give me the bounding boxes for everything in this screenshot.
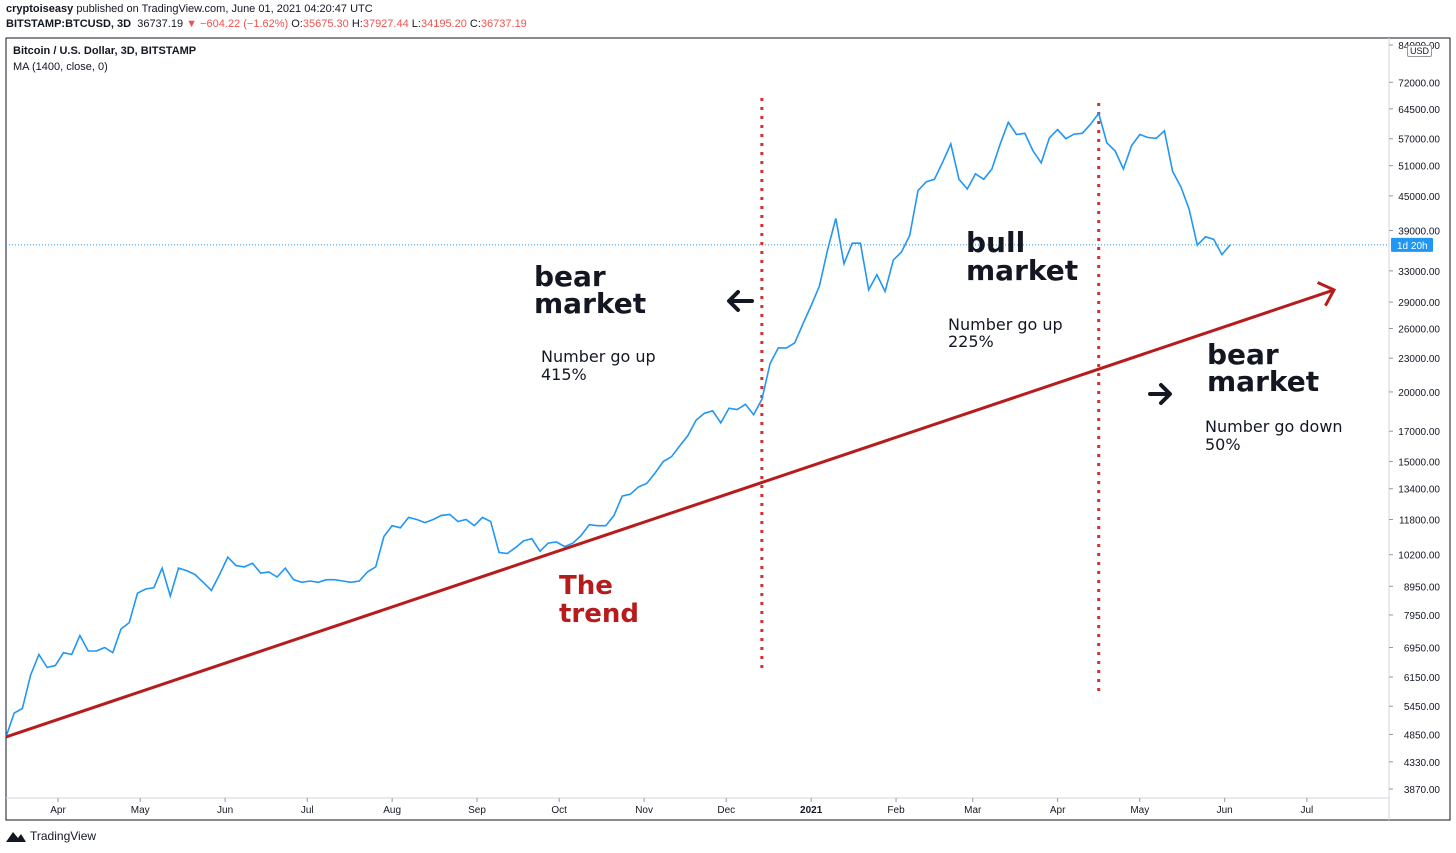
change: −604.22 (−1.62%): [200, 18, 289, 30]
time-tick-label: Feb: [887, 805, 905, 816]
time-tick-label: Jun: [217, 805, 233, 816]
tradingview-logo-icon: [6, 832, 26, 842]
close-label: C:: [469, 18, 481, 30]
price-tick-label: 4330.00: [1404, 758, 1441, 769]
price-tick-label: 26000.00: [1398, 325, 1440, 336]
last-price: 36737.19: [137, 18, 184, 30]
time-axis[interactable]: Apr May Jun Jul Aug Sep Oct Nov Dec 2021 Feb Mar Apr…: [50, 798, 1313, 816]
trend-label-2: trend: [559, 599, 639, 629]
time-tick-label: Oct: [551, 805, 567, 816]
arrow-left-icon: [727, 290, 754, 312]
price-tick-label: 13400.00: [1398, 485, 1440, 496]
price-tick-label: 7950.00: [1404, 611, 1441, 622]
price-axis[interactable]: 84000.0072000.0064500.0057000.0051000.00…: [1389, 41, 1440, 796]
price-tick-label: 51000.00: [1398, 162, 1440, 173]
bear-right-word-2: market: [1207, 365, 1319, 398]
time-tick-label: Dec: [717, 805, 735, 816]
arrow-right-icon: [1148, 383, 1172, 405]
price-tick-label: 10200.00: [1398, 551, 1440, 562]
indicator-legend[interactable]: MA (1400, close, 0): [13, 61, 108, 73]
bull-word-1: bull: [966, 226, 1025, 259]
publish-header: cryptoiseasy published on TradingView.co…: [6, 3, 373, 15]
trend-label-1: The: [559, 571, 613, 601]
high-label: H:: [351, 18, 363, 30]
time-tick-label: Jul: [1300, 805, 1313, 816]
gain-left-line-1: Number go up: [541, 347, 656, 366]
price-tick-label: 45000.00: [1398, 192, 1440, 203]
price-tick-label: 6950.00: [1404, 643, 1441, 654]
symbol: BITSTAMP:BTCUSD, 3D: [6, 18, 132, 30]
change-arrow: ▼: [186, 18, 198, 30]
price-tick-label: 29000.00: [1398, 298, 1440, 309]
loss-line-1: Number go down: [1205, 417, 1343, 436]
price-tick-label: 6150.00: [1404, 673, 1441, 684]
price-tick-label: 8950.00: [1404, 582, 1441, 593]
gain-left-line-2: 415%: [541, 365, 587, 384]
open-value: 35675.30: [302, 18, 349, 30]
bear-right-word-1: bear: [1207, 338, 1279, 371]
time-tick-label: Nov: [635, 805, 653, 816]
price-tick-label: 17000.00: [1398, 427, 1440, 438]
price-tick-label: 15000.00: [1398, 457, 1440, 468]
time-tick-label: Mar: [964, 805, 982, 816]
high-value: 37927.44: [362, 18, 409, 30]
time-tick-label: May: [131, 805, 150, 816]
currency-badge[interactable]: USD: [1407, 45, 1433, 57]
ohlc-header: BITSTAMP:BTCUSD, 3D 36737.19 ▼ −604.22 (…: [6, 18, 527, 30]
time-tick-label: 2021: [800, 805, 823, 816]
price-tick-label: 23000.00: [1398, 354, 1440, 365]
price-tick-label: 5450.00: [1404, 702, 1441, 713]
gain-mid-line-2: 225%: [948, 332, 994, 351]
trend-line[interactable]: [5, 288, 1335, 739]
gain-mid-line-1: Number go up: [948, 315, 1063, 334]
bull-word-2: market: [966, 254, 1078, 287]
bear-left-word-1: bear: [534, 260, 606, 293]
tradingview-brand[interactable]: TradingView: [6, 829, 96, 843]
time-tick-label: May: [1130, 805, 1149, 816]
chart-frame: [5, 37, 1451, 821]
time-tick-label: Jun: [1217, 805, 1233, 816]
bear-left-word-2: market: [534, 287, 646, 320]
time-tick-label: Aug: [383, 805, 401, 816]
price-tick-label: 72000.00: [1398, 78, 1440, 89]
brand-label: TradingView: [30, 829, 97, 843]
last-price-badge-bg: [1391, 237, 1433, 252]
open-label: O:: [291, 18, 303, 30]
time-tick-label: Apr: [50, 805, 66, 816]
publish-info: published on TradingView.com, June 01, 2…: [76, 3, 373, 15]
time-tick-label: Sep: [468, 805, 486, 816]
price-series-line[interactable]: [5, 111, 1231, 738]
price-tick-label: 3870.00: [1404, 785, 1441, 796]
price-tick-label: 4850.00: [1404, 730, 1441, 741]
price-tick-label: 33000.00: [1398, 267, 1440, 278]
close-value: 36737.19: [480, 18, 527, 30]
price-tick-label: 39000.00: [1398, 226, 1440, 237]
last-price-badge: 1d 20h: [1391, 237, 1433, 252]
price-tick-label: 20000.00: [1398, 388, 1440, 399]
low-value: 34195.20: [420, 18, 467, 30]
loss-line-2: 50%: [1205, 435, 1241, 454]
trend-arrow-head: [1316, 281, 1337, 307]
price-tick-label: 64500.00: [1398, 105, 1440, 116]
time-tick-label: Apr: [1050, 805, 1066, 816]
low-label: L:: [411, 18, 421, 30]
countdown-label: 1d 20h: [1397, 241, 1428, 252]
price-tick-label: 11800.00: [1399, 515, 1440, 526]
author[interactable]: cryptoiseasy: [6, 3, 74, 15]
price-tick-label: 57000.00: [1398, 135, 1440, 146]
time-tick-label: Jul: [301, 805, 314, 816]
chart-legend-title[interactable]: Bitcoin / U.S. Dollar, 3D, BITSTAMP: [13, 45, 197, 57]
